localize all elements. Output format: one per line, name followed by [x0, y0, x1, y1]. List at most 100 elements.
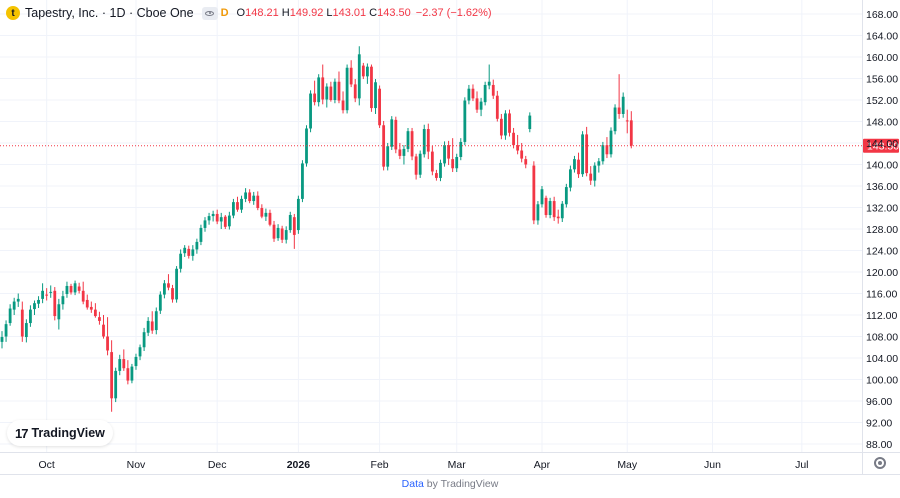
candle-body — [569, 169, 572, 188]
candle — [219, 212, 223, 229]
candle-body — [244, 192, 247, 199]
y-tick-label: 132.00 — [866, 203, 898, 215]
close-key: C — [369, 7, 378, 19]
candle — [232, 198, 235, 219]
candle-body — [65, 285, 69, 295]
candle — [524, 155, 528, 169]
candle — [223, 215, 227, 229]
x-tick-label: Dec — [208, 459, 227, 471]
candle — [341, 91, 345, 114]
tradingview-watermark[interactable]: 17 TradingView — [7, 420, 113, 446]
candle — [455, 153, 459, 173]
candle — [158, 291, 162, 314]
candle — [61, 290, 65, 310]
candle-body — [532, 165, 536, 221]
candle — [142, 327, 146, 352]
candle — [597, 158, 601, 173]
candle-body — [150, 321, 154, 331]
candle-body — [24, 323, 28, 338]
candles — [0, 46, 633, 412]
candle-body — [33, 303, 36, 310]
candle — [296, 195, 300, 234]
candle-body — [366, 66, 369, 77]
candle-body — [512, 132, 515, 146]
candle — [227, 211, 231, 230]
candle — [215, 209, 219, 225]
candle — [585, 126, 589, 177]
eye-icon[interactable] — [201, 6, 218, 20]
candle-body — [171, 288, 174, 300]
candle — [20, 301, 24, 342]
candle — [516, 134, 520, 155]
candle-body — [605, 145, 609, 155]
candle — [179, 249, 183, 273]
candle-body — [317, 77, 321, 103]
candle — [605, 137, 609, 159]
x-tick-label: 2026 — [287, 459, 311, 471]
data-link[interactable]: Data — [401, 478, 424, 490]
candle-body — [337, 81, 341, 101]
candle — [621, 92, 625, 118]
candle-body — [45, 294, 49, 296]
candle — [471, 84, 475, 102]
y-tick-label: 128.00 — [866, 224, 898, 236]
candle — [118, 354, 122, 376]
candle-body — [341, 100, 345, 111]
candle-body — [573, 159, 576, 170]
y-tick-label: 104.00 — [866, 353, 898, 365]
candle-body — [430, 151, 434, 172]
candle — [463, 97, 467, 146]
candle — [73, 280, 77, 296]
symbol-title[interactable]: Tapestry, Inc. · 1D · Cboe One — [25, 6, 194, 20]
candle-body — [589, 173, 593, 181]
candle-body — [390, 119, 394, 147]
low-value: 143.01 — [332, 7, 367, 19]
candle — [540, 186, 544, 208]
candle — [199, 224, 203, 246]
candle-body — [426, 129, 430, 152]
candle-body — [374, 82, 377, 109]
candle — [8, 304, 12, 326]
gear-icon[interactable] — [874, 457, 886, 469]
candle — [487, 64, 491, 90]
candle-body — [621, 96, 625, 114]
candle — [361, 62, 365, 80]
candle — [593, 162, 597, 187]
candle-body — [146, 320, 150, 333]
candle — [81, 281, 85, 305]
candle-body — [77, 286, 81, 291]
candle-body — [581, 134, 584, 175]
candle-body — [357, 54, 361, 99]
candle-body — [252, 195, 256, 202]
y-tick-label: 168.00 — [866, 9, 898, 21]
candle-body — [613, 107, 617, 132]
candle — [65, 281, 69, 298]
candle-body — [264, 212, 268, 217]
candle-body — [110, 352, 114, 399]
candle — [325, 83, 329, 108]
candle — [288, 211, 292, 233]
candle-body — [219, 217, 223, 222]
candle-body — [158, 294, 162, 311]
candle-body — [284, 230, 288, 240]
candle-body — [459, 141, 463, 157]
candle — [548, 197, 552, 219]
candle-body — [8, 308, 12, 324]
candle — [370, 64, 373, 112]
candle-body — [227, 215, 231, 227]
candle — [475, 91, 479, 113]
candle-body — [130, 366, 134, 381]
candle-body — [4, 324, 8, 337]
candle-body — [361, 65, 365, 77]
candle-body — [443, 145, 446, 164]
candle-body — [491, 84, 495, 96]
open-value: 148.21 — [245, 7, 279, 19]
change-value: −2.37 (−1.62%) — [415, 7, 492, 19]
candle-body — [483, 84, 487, 103]
y-tick-label: 96.00 — [866, 396, 892, 408]
candle-body — [211, 213, 215, 217]
candle-body — [106, 336, 109, 351]
candlestick-chart[interactable]: 143.50 168.00 164.00 160.00 156.00 152.00 148… — [0, 0, 900, 475]
candle — [191, 245, 195, 261]
candle — [601, 141, 605, 165]
